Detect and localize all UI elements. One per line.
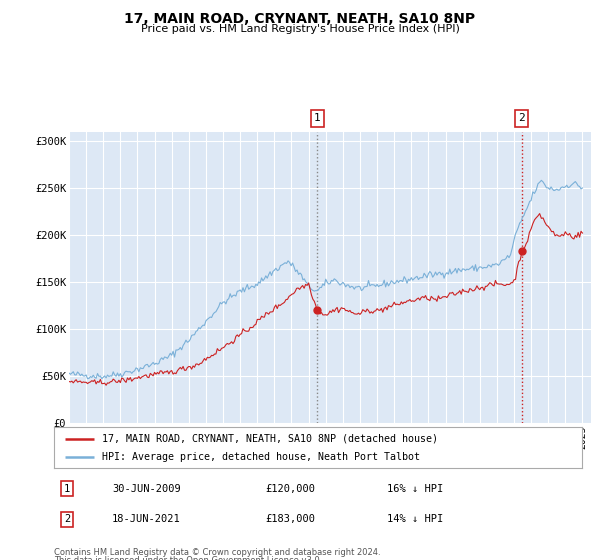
Text: 17, MAIN ROAD, CRYNANT, NEATH, SA10 8NP: 17, MAIN ROAD, CRYNANT, NEATH, SA10 8NP xyxy=(124,12,476,26)
Text: 18-JUN-2021: 18-JUN-2021 xyxy=(112,515,181,524)
Text: HPI: Average price, detached house, Neath Port Talbot: HPI: Average price, detached house, Neat… xyxy=(101,452,419,462)
Text: 2: 2 xyxy=(64,515,70,524)
Text: 2: 2 xyxy=(518,114,525,124)
Text: 1: 1 xyxy=(64,484,70,493)
Text: £120,000: £120,000 xyxy=(265,484,315,493)
Text: 1: 1 xyxy=(314,114,320,124)
Text: 17, MAIN ROAD, CRYNANT, NEATH, SA10 8NP (detached house): 17, MAIN ROAD, CRYNANT, NEATH, SA10 8NP … xyxy=(101,433,437,444)
Text: £183,000: £183,000 xyxy=(265,515,315,524)
Text: This data is licensed under the Open Government Licence v3.0.: This data is licensed under the Open Gov… xyxy=(54,556,322,560)
Text: 16% ↓ HPI: 16% ↓ HPI xyxy=(386,484,443,493)
Text: Contains HM Land Registry data © Crown copyright and database right 2024.: Contains HM Land Registry data © Crown c… xyxy=(54,548,380,557)
Text: 14% ↓ HPI: 14% ↓ HPI xyxy=(386,515,443,524)
Text: 30-JUN-2009: 30-JUN-2009 xyxy=(112,484,181,493)
Text: Price paid vs. HM Land Registry's House Price Index (HPI): Price paid vs. HM Land Registry's House … xyxy=(140,24,460,34)
